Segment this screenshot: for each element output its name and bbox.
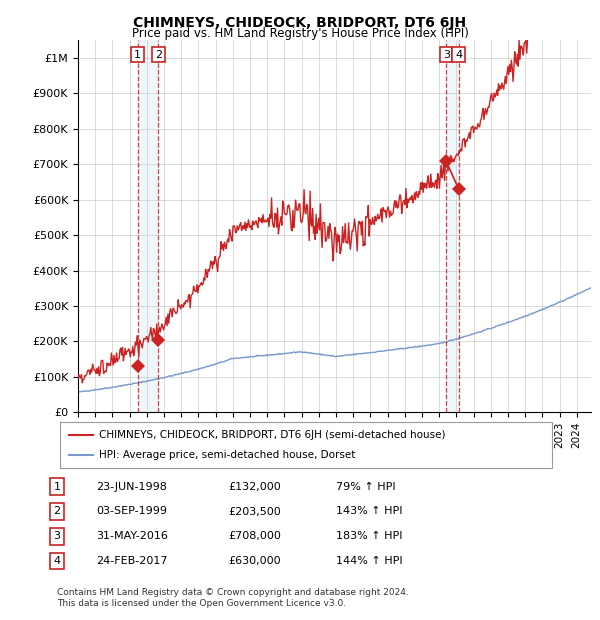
Text: 4: 4: [455, 50, 463, 60]
Text: 4: 4: [53, 556, 61, 566]
Text: £203,500: £203,500: [228, 507, 281, 516]
Text: CHIMNEYS, CHIDEOCK, BRIDPORT, DT6 6JH (semi-detached house): CHIMNEYS, CHIDEOCK, BRIDPORT, DT6 6JH (s…: [99, 430, 445, 440]
Text: £132,000: £132,000: [228, 482, 281, 492]
Text: CHIMNEYS, CHIDEOCK, BRIDPORT, DT6 6JH: CHIMNEYS, CHIDEOCK, BRIDPORT, DT6 6JH: [133, 16, 467, 30]
Text: This data is licensed under the Open Government Licence v3.0.: This data is licensed under the Open Gov…: [57, 599, 346, 608]
Text: 03-SEP-1999: 03-SEP-1999: [96, 507, 167, 516]
Text: Contains HM Land Registry data © Crown copyright and database right 2024.: Contains HM Land Registry data © Crown c…: [57, 588, 409, 597]
Bar: [446, 40, 459, 412]
Text: 1: 1: [53, 482, 61, 492]
Text: 2: 2: [53, 507, 61, 516]
Text: £708,000: £708,000: [228, 531, 281, 541]
Text: 31-MAY-2016: 31-MAY-2016: [96, 531, 168, 541]
Text: 1: 1: [134, 50, 141, 60]
Bar: [137, 40, 158, 412]
Text: 3: 3: [53, 531, 61, 541]
Text: HPI: Average price, semi-detached house, Dorset: HPI: Average price, semi-detached house,…: [99, 450, 355, 460]
Text: 79% ↑ HPI: 79% ↑ HPI: [336, 482, 395, 492]
Text: 183% ↑ HPI: 183% ↑ HPI: [336, 531, 403, 541]
Text: 2: 2: [155, 50, 162, 60]
Text: 143% ↑ HPI: 143% ↑ HPI: [336, 507, 403, 516]
Text: 24-FEB-2017: 24-FEB-2017: [96, 556, 167, 566]
Text: Price paid vs. HM Land Registry's House Price Index (HPI): Price paid vs. HM Land Registry's House …: [131, 27, 469, 40]
Text: 3: 3: [443, 50, 449, 60]
Text: 144% ↑ HPI: 144% ↑ HPI: [336, 556, 403, 566]
Text: £630,000: £630,000: [228, 556, 281, 566]
Text: 23-JUN-1998: 23-JUN-1998: [96, 482, 167, 492]
